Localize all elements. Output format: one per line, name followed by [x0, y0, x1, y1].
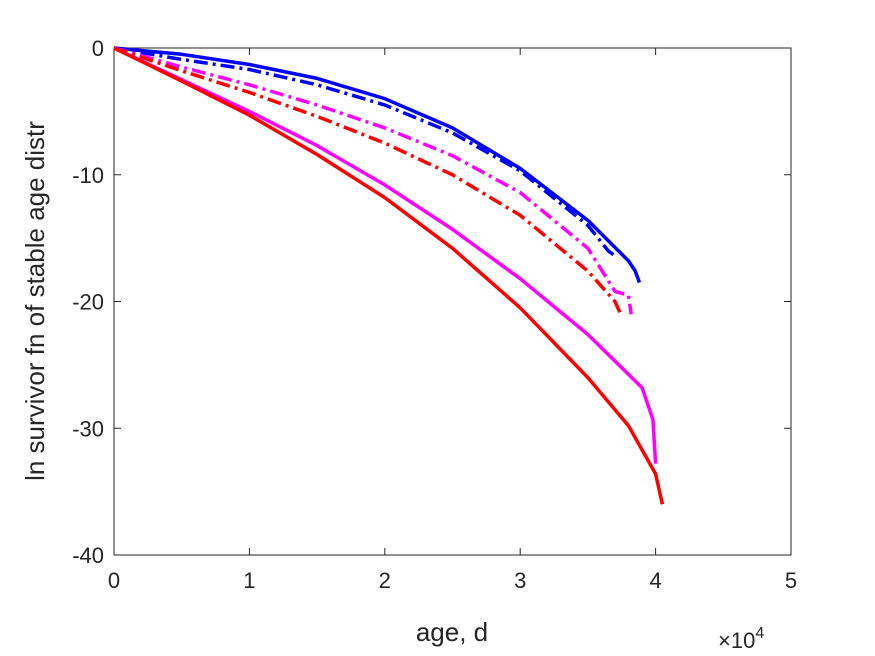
series-line-2: [113, 46, 617, 258]
series-line-1: [113, 46, 642, 284]
tick-labels: 0 1 2 3 4 5 0 -10 -20 -30 -40: [72, 36, 797, 593]
x-tick-label: 4: [649, 568, 661, 593]
plot-area: [113, 47, 792, 556]
x-tick-label: 0: [108, 568, 120, 593]
series-layer: [113, 46, 665, 505]
y-tick-label: 0: [92, 36, 104, 61]
y-tick-label: -30: [72, 416, 104, 441]
series-line-4: [113, 46, 624, 318]
x-axis-multiplier: ×104: [718, 625, 764, 653]
y-axis-label: ln survivor fn of stable age distr: [20, 121, 50, 481]
x-tick-label: 5: [785, 568, 797, 593]
series-line-5: [113, 46, 658, 464]
y-tick-label: -10: [72, 163, 104, 188]
y-tick-label: -20: [72, 290, 104, 315]
x-axis-multiplier-base: ×10: [718, 628, 755, 653]
y-tick-label: -40: [72, 543, 104, 568]
x-tick-label: 1: [243, 568, 255, 593]
x-axis-multiplier-exponent: 4: [755, 625, 764, 642]
series-line-6: [113, 46, 665, 505]
x-axis-label: age, d: [416, 617, 488, 647]
x-tick-label: 2: [379, 568, 391, 593]
series-line-3: [113, 46, 633, 315]
x-tick-label: 3: [514, 568, 526, 593]
